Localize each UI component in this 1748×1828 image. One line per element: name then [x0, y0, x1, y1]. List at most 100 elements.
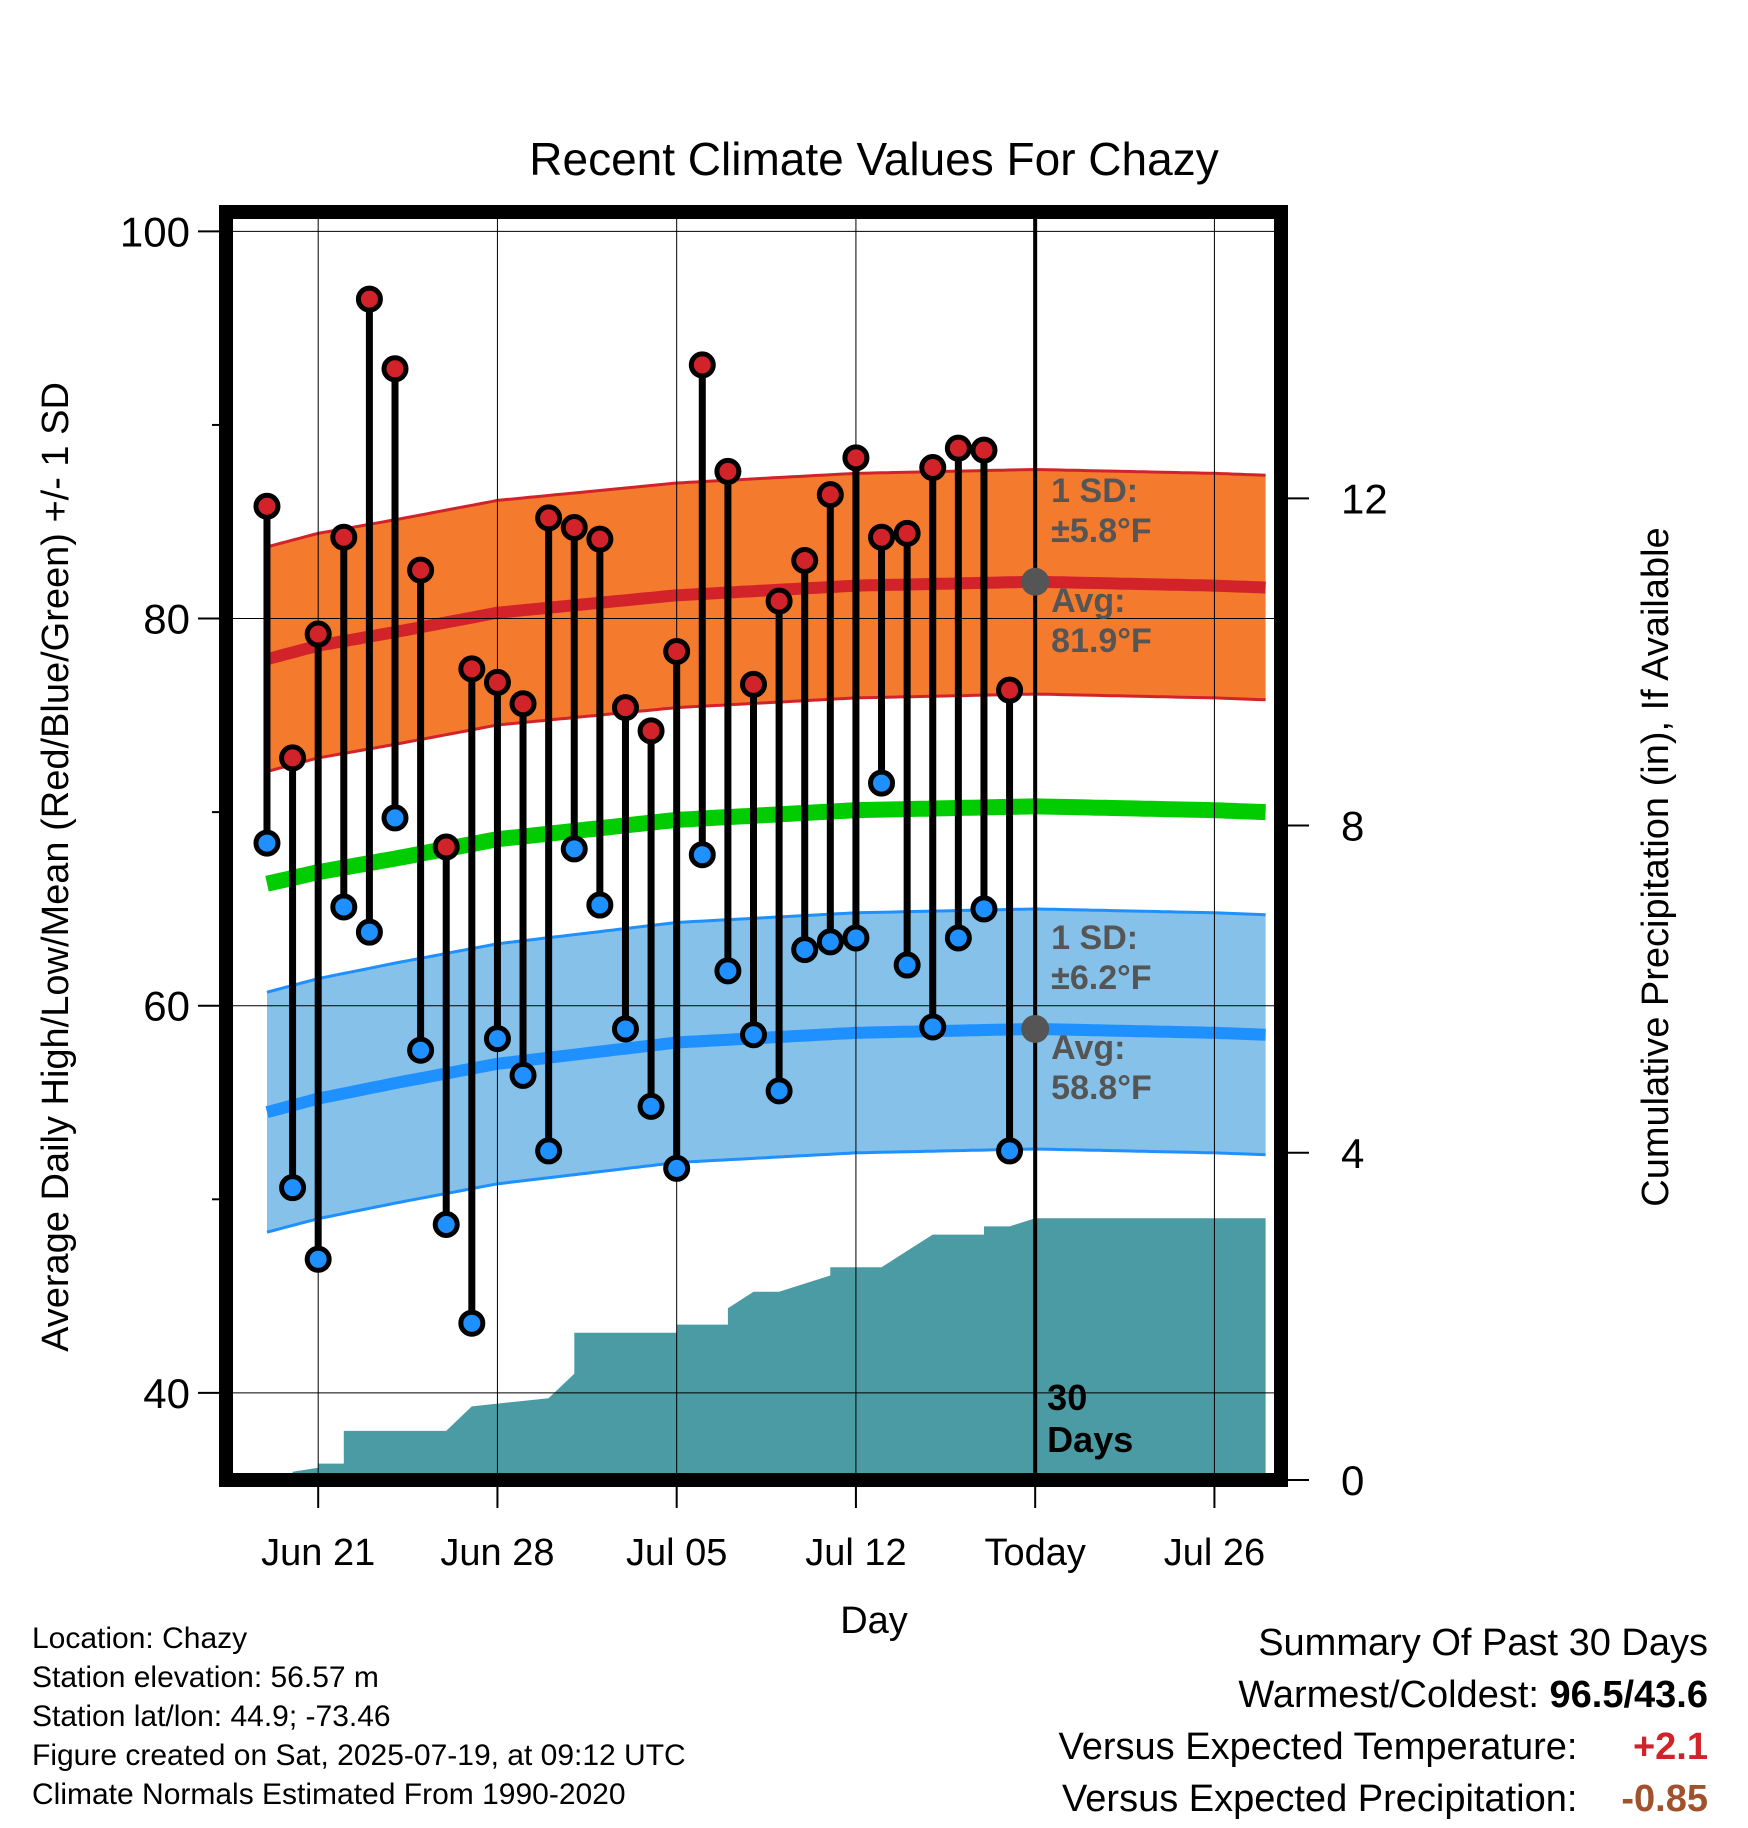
daily-low-point: [816, 928, 844, 956]
daily-low-point: [893, 951, 921, 979]
daily-low-point: [611, 1015, 639, 1043]
high-avg-label: Avg:: [1051, 582, 1125, 620]
y2-tick-label: 12: [1341, 475, 1388, 522]
x-tick-label: Jun 21: [261, 1532, 375, 1574]
location-text: Location: Chazy: [32, 1622, 248, 1655]
low-sd-label: 1 SD:: [1051, 919, 1138, 957]
daily-high-point: [893, 519, 921, 547]
daily-high-point: [535, 504, 563, 532]
daily-high-point: [381, 355, 409, 383]
daily-high-point: [688, 351, 716, 379]
daily-high-point: [714, 457, 742, 485]
daily-high-point: [509, 690, 537, 718]
daily-high-point: [279, 744, 307, 772]
daily-low-point: [868, 769, 896, 797]
daily-low-point: [842, 924, 870, 952]
days-count-label: 30: [1047, 1377, 1087, 1418]
chart-title: Recent Climate Values For Chazy: [529, 133, 1218, 185]
daily-low-point: [458, 1309, 486, 1337]
created-text: Figure created on Sat, 2025-07-19, at 09…: [32, 1739, 686, 1772]
y2-axis-label: Cumulative Precipitation (in), If Availa…: [1635, 527, 1677, 1206]
daily-low-point: [663, 1154, 691, 1182]
normal-mean-line: [265, 798, 1266, 892]
precip-label: Versus Expected Precipitation:: [1062, 1778, 1578, 1820]
summary-temp-row: Versus Expected Temperature: +2.1: [1059, 1726, 1708, 1769]
daily-high-point: [560, 514, 588, 542]
y-tick-label: 100: [120, 208, 190, 255]
normal-high-line: [265, 575, 1266, 665]
x-tick-label: Jun 28: [440, 1532, 554, 1574]
today-low-avg-marker: [1021, 1014, 1050, 1043]
y-tick-label: 80: [143, 596, 190, 643]
temp-value: +2.1: [1632, 1726, 1708, 1768]
y-tick-label: 40: [143, 1370, 190, 1417]
daily-low-point: [919, 1013, 947, 1041]
daily-high-point: [637, 717, 665, 745]
daily-low-point: [355, 918, 383, 946]
summary-warmest-row: Warmest/Coldest: 96.5/43.6: [1238, 1674, 1708, 1717]
daily-high-point: [919, 454, 947, 482]
high-avg-value: 81.9°F: [1051, 622, 1152, 660]
warmest-value: 96.5/43.6: [1549, 1674, 1708, 1716]
daily-low-point: [279, 1174, 307, 1202]
y2-tick-label: 4: [1341, 1130, 1364, 1177]
daily-high-point: [611, 694, 639, 722]
daily-low-point: [765, 1077, 793, 1105]
daily-low-point: [330, 893, 358, 921]
daily-high-point: [842, 444, 870, 472]
low-sd-upper-edge: [266, 907, 1266, 994]
plot-frame: [219, 205, 1288, 1487]
daily-high-point: [586, 525, 614, 553]
daily-low-point: [381, 804, 409, 832]
x-tick-label: Jul 26: [1164, 1532, 1265, 1574]
daily-low-point: [509, 1061, 537, 1089]
x-tick-label: Jul 12: [805, 1532, 906, 1574]
daily-high-point: [663, 637, 691, 665]
low-avg-value: 58.8°F: [1051, 1069, 1152, 1107]
daily-low-point: [996, 1137, 1024, 1165]
daily-high-point: [868, 523, 896, 551]
daily-low-point: [586, 891, 614, 919]
x-tick-label: Today: [984, 1532, 1085, 1574]
latlon-text: Station lat/lon: 44.9; -73.46: [32, 1700, 391, 1733]
daily-low-point: [637, 1092, 665, 1120]
daily-low-point: [714, 957, 742, 985]
daily-low-point: [535, 1137, 563, 1165]
daily-low-point: [944, 924, 972, 952]
daily-low-point: [483, 1025, 511, 1053]
daily-high-point: [765, 587, 793, 615]
daily-high-point: [970, 436, 998, 464]
daily-low-point: [791, 936, 819, 964]
daily-high-point: [740, 670, 767, 698]
daily-high-point: [432, 833, 460, 861]
elevation-text: Station elevation: 56.57 m: [32, 1661, 379, 1694]
daily-low-point: [560, 835, 588, 863]
temp-label: Versus Expected Temperature:: [1058, 1726, 1578, 1768]
daily-high-point: [791, 546, 819, 574]
low-sd-band: [267, 908, 1266, 1233]
daily-low-point: [688, 841, 716, 869]
high-sd-label: 1 SD:: [1051, 472, 1138, 510]
summary-precip-row: Versus Expected Precipitation: -0.85: [1062, 1778, 1708, 1821]
daily-high-point: [816, 481, 844, 509]
precip-area: [267, 1218, 1266, 1480]
low-sd-lower-edge: [266, 1147, 1266, 1234]
daily-low-point: [740, 1021, 767, 1049]
daily-high-point: [304, 620, 332, 648]
daily-high-point: [330, 523, 358, 551]
days-unit-label: Days: [1047, 1419, 1133, 1460]
daily-high-point: [996, 676, 1024, 704]
daily-low-point: [407, 1036, 435, 1064]
daily-low-point: [253, 829, 281, 857]
low-sd-value: ±6.2°F: [1051, 959, 1151, 997]
daily-high-point: [944, 434, 972, 462]
low-avg-label: Avg:: [1051, 1029, 1125, 1067]
precip-value: -0.85: [1621, 1778, 1708, 1820]
normals-text: Climate Normals Estimated From 1990-2020: [32, 1778, 626, 1811]
high-sd-upper-edge: [266, 467, 1266, 549]
daily-low-point: [432, 1210, 460, 1238]
today-high-avg-marker: [1021, 567, 1050, 596]
